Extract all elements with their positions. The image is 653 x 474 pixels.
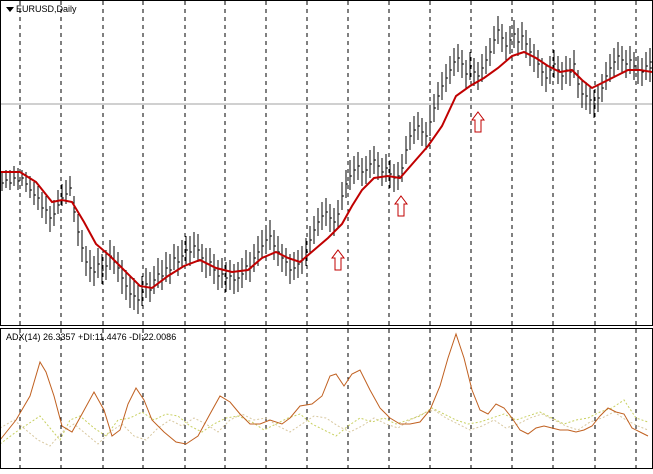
symbol-title-text: EURUSD,Daily xyxy=(16,4,77,14)
dropdown-triangle-icon xyxy=(6,7,14,13)
plus-di-line xyxy=(0,399,649,445)
moving-average-line xyxy=(0,50,653,290)
minus-di-line xyxy=(0,409,649,447)
moving-average-series xyxy=(0,50,653,290)
symbol-title: EURUSD,Daily xyxy=(6,4,77,14)
indicator-label: ADX(14) 26.3357 +DI:11.4476 -DI:22.0086 xyxy=(6,332,177,342)
up-arrow-marker xyxy=(331,249,345,271)
adx-series xyxy=(0,332,649,447)
adx-line xyxy=(0,332,649,445)
signal-arrows xyxy=(331,111,485,271)
up-arrow-marker xyxy=(471,111,485,133)
up-arrow-marker xyxy=(394,195,408,217)
